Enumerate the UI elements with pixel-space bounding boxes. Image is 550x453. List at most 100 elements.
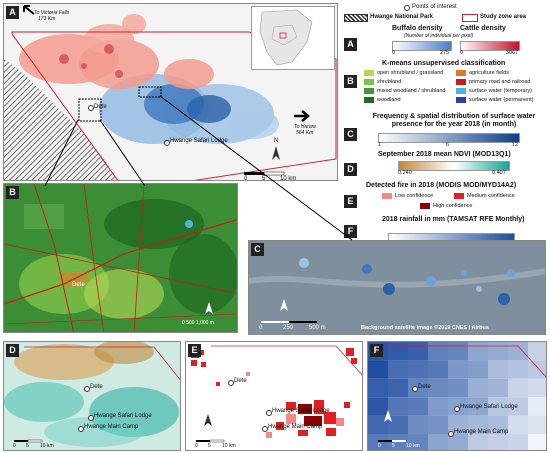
panel-a-tag: A: [6, 6, 19, 19]
panel-d-ndvi: D Dete Hwange Safari Lodge Hwange Main C…: [3, 341, 181, 451]
kmeans-class-swatch: [364, 79, 374, 85]
panel-f-svg: [368, 342, 546, 450]
legend-d-tag: D: [344, 163, 357, 176]
legend-c-title: Frequency & spatial distribution of surf…: [372, 113, 536, 128]
panel-e-main-camp: Hwange Main Camp: [268, 424, 323, 430]
panel-d-svg: [4, 342, 180, 450]
legend-fire-medium-label: Medium confidence: [467, 193, 515, 199]
panel-f-tag: F: [370, 344, 383, 357]
legend-cattle-max: 3067: [506, 50, 519, 56]
zoom-box-c: [138, 86, 162, 98]
scale-5: 5: [262, 176, 266, 181]
rainfall-cell: [368, 378, 388, 398]
kmeans-class-swatch: [364, 88, 374, 94]
rainfall-cell: [408, 378, 428, 398]
panel-d-poi-lodge: [88, 415, 94, 421]
rainfall-cell: [488, 360, 508, 379]
panel-d-dete: Dete: [90, 384, 103, 390]
rainfall-cell: [388, 434, 408, 450]
kmeans-class-swatch: [456, 79, 466, 85]
rainfall-cell: [428, 360, 448, 379]
rainfall-cell: [508, 397, 528, 416]
panel-d-scale-10: 10 km: [40, 443, 54, 449]
rainfall-cell: [448, 342, 468, 361]
rainfall-cell: [408, 360, 428, 379]
legend-study-swatch: [462, 14, 478, 22]
rainfall-cell: [488, 342, 508, 361]
panel-c-scale-500: 500 m: [309, 325, 326, 331]
rainfall-cell: [528, 378, 546, 398]
rainfall-cell: [408, 434, 428, 450]
panel-d-main-camp: Hwange Main Camp: [84, 424, 139, 430]
panel-b-tag: B: [6, 186, 19, 199]
arrow-harare-icon: [294, 110, 310, 122]
rainfall-cell: [508, 415, 528, 434]
panel-e-poi-main-camp: [262, 426, 268, 432]
panel-f-lodge: Hwange Safari Lodge: [460, 404, 518, 410]
rainfall-cell: [448, 360, 468, 379]
legend-b-title: K-means unsupervised classification: [382, 60, 506, 67]
legend-fire-medium-swatch: [454, 193, 464, 199]
panel-f-scale-10: 10 km: [406, 443, 420, 449]
panel-b-svg: [4, 184, 237, 332]
panel-e-scale-10: 10 km: [222, 443, 236, 449]
legend-cattle-title: Cattle density: [460, 25, 506, 32]
rainfall-cell: [388, 397, 408, 416]
rainfall-cell: [488, 434, 508, 450]
legend-density-unit: (Number of individual per pixel): [404, 33, 474, 39]
panel-d-poi-dete: [84, 386, 90, 392]
rainfall-cell: [528, 360, 546, 379]
legend-frequency-max: 12: [512, 142, 519, 148]
rainfall-cell: [468, 342, 488, 361]
kmeans-class-label: surface water (temporary): [469, 87, 532, 94]
rainfall-cell: [428, 342, 448, 361]
panel-c-svg: [249, 241, 545, 334]
cattle-density-layer: [19, 14, 214, 89]
panel-e-svg: [191, 345, 362, 443]
legend-frequency-bar: [378, 133, 520, 143]
north-arrow-b-icon: [205, 302, 213, 314]
rainfall-cell: [388, 360, 408, 379]
legend-park-swatch: [344, 14, 368, 22]
legend-f-title: 2018 rainfall in mm (TAMSAT RFE Monthly): [382, 216, 525, 223]
legend-ndvi-min: 0.240: [398, 170, 412, 176]
kmeans-class-label: open shrubland / grassland: [377, 69, 444, 76]
panel-b-map: B Dete 0 500 1,000 m: [3, 183, 238, 333]
rainfall-cell: [408, 342, 428, 361]
rainfall-cell: [428, 415, 448, 434]
dete-label: Dete: [94, 104, 107, 110]
poi-dete: [88, 105, 94, 111]
panel-e-dete: Dete: [234, 378, 247, 384]
panel-c-scale-0: 0: [259, 325, 263, 331]
zoom-box-b: [78, 98, 102, 122]
rainfall-cell: [388, 415, 408, 434]
legend-cattle-bar: [460, 41, 520, 51]
panel-e-poi-dete: [228, 380, 234, 386]
legend-e-tag: E: [344, 195, 357, 208]
north-arrow-e-icon: [204, 414, 212, 426]
panel-f-scale-5: 5: [392, 443, 395, 449]
panel-c-credit: Background satellite image ©2019 CNES / …: [361, 325, 489, 331]
kmeans-class-swatch: [364, 70, 374, 76]
rainfall-cell: [468, 397, 488, 416]
panel-d-scale-5: 5: [26, 443, 29, 449]
panel-b-scale: 0 500 1,000 m: [182, 320, 214, 326]
panel-e-fire: E Dete Hwange Safari Lodge Hwange Main C…: [185, 341, 363, 451]
legend-panel: Points of interest Hwange National Park …: [342, 3, 547, 258]
panel-f-poi-main-camp: [448, 431, 454, 437]
rainfall-cell: [508, 342, 528, 361]
kmeans-class-label: primary road and railroad: [469, 78, 531, 85]
rainfall-cell: [448, 434, 468, 450]
kmeans-class-label: surface water (permanent): [469, 96, 534, 103]
kmeans-class-list: open shrubland / grassland agriculture fi…: [364, 70, 544, 110]
panel-e-lodge: Hwange Safari Lodge: [272, 408, 330, 414]
kmeans-class-label: agriculture fields: [469, 69, 510, 76]
legend-buffalo-bar: [392, 41, 452, 51]
panel-c-scale-250: 250: [283, 325, 294, 331]
panel-a-map: A To Victoria Falls 173 Km To Harare 564…: [3, 3, 338, 181]
panel-e-scale-5: 5: [208, 443, 211, 449]
legend-e-title: Detected fire in 2018 (MODIS MOD/MYD14A2…: [366, 182, 517, 189]
panel-e-scale-0: 0: [195, 443, 198, 449]
legend-buffalo-max: 275: [440, 50, 450, 56]
panel-d-poi-main-camp: [78, 426, 84, 432]
